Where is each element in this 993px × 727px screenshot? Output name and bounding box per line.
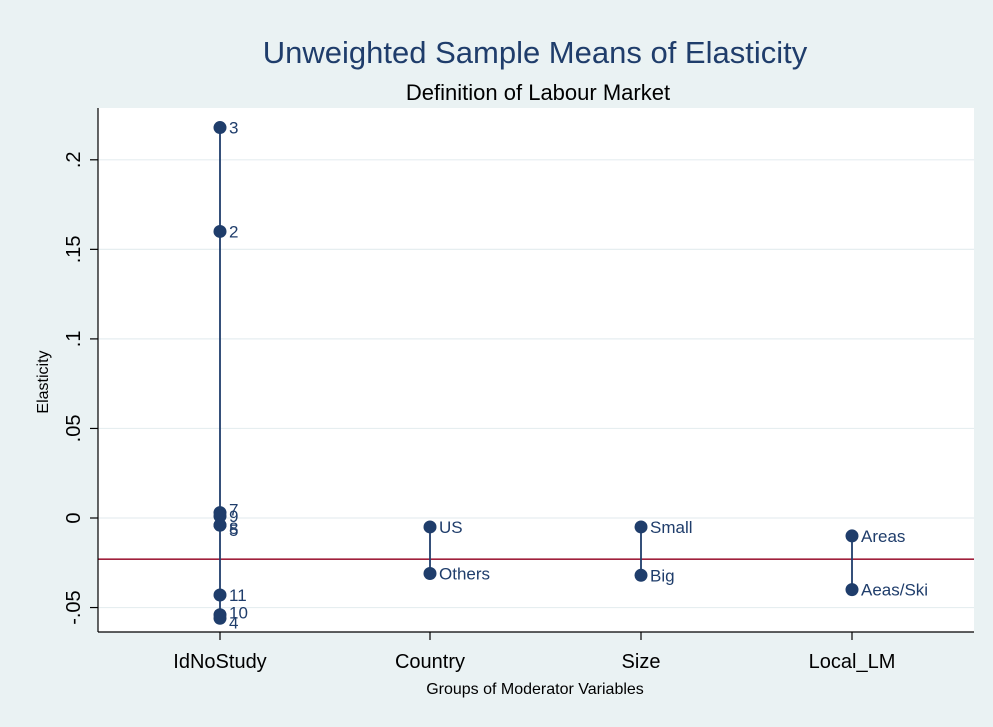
data-label: 2 — [229, 222, 238, 241]
data-label: 7 — [229, 501, 238, 520]
data-point — [845, 529, 859, 543]
y-tick-label: .15 — [63, 235, 85, 263]
data-label: 4 — [229, 613, 238, 632]
data-point — [213, 224, 227, 238]
y-tick-label: .2 — [63, 151, 85, 168]
data-point — [423, 520, 437, 534]
chart-subtitle: Definition of Labour Market — [406, 80, 670, 105]
x-tick-label: Country — [395, 651, 465, 673]
axes-layer — [97, 108, 974, 633]
grid-layer — [98, 159, 974, 609]
x-tick-label: Local_LM — [809, 651, 896, 673]
data-point — [213, 611, 227, 625]
plot-area — [98, 108, 974, 632]
data-label: Small — [650, 518, 693, 537]
data-label: 11 — [229, 586, 247, 605]
data-point — [213, 509, 227, 523]
data-label: Aeas/Ski — [861, 581, 928, 600]
y-axis-label: Elasticity — [35, 350, 52, 413]
y-tick-label: -.05 — [63, 590, 85, 624]
data-point — [213, 588, 227, 602]
y-tick-label: .05 — [63, 415, 85, 443]
data-label: Areas — [861, 527, 905, 546]
data-point — [845, 583, 859, 597]
data-label: 10 — [229, 604, 248, 623]
data-label: Others — [439, 565, 490, 584]
data-label: 5 — [229, 521, 238, 540]
data-label: 3 — [229, 119, 238, 138]
data-label: US — [439, 518, 463, 537]
data-point — [634, 568, 648, 582]
x-tick-label: IdNoStudy — [173, 651, 266, 673]
x-tick-layer: IdNoStudy Country Size Local_LM — [173, 632, 895, 673]
y-tick-layer: -.05 0 .05 .1 .15 .2 — [63, 151, 98, 625]
x-tick-label: Size — [622, 651, 661, 673]
data-label: 8 — [229, 519, 238, 538]
data-label: Big — [650, 566, 675, 585]
x-axis-label: Groups of Moderator Variables — [426, 681, 644, 698]
y-tick-label: 0 — [63, 512, 85, 523]
data-label: 9 — [229, 507, 238, 526]
data-point — [213, 121, 227, 135]
data-point — [213, 518, 227, 532]
chart-title: Unweighted Sample Means of Elasticity — [263, 35, 808, 70]
y-tick-label: .1 — [63, 331, 85, 348]
data-point — [634, 520, 648, 534]
data-point — [423, 567, 437, 581]
